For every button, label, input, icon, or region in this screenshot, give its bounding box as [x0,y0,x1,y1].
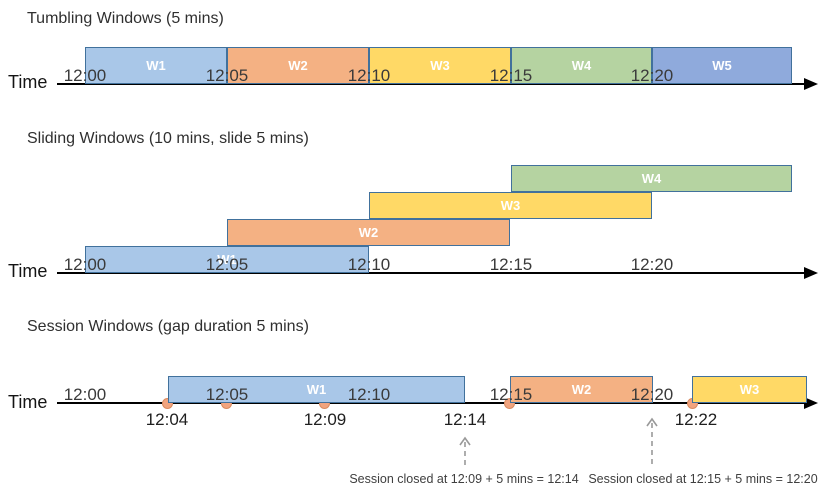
tumbling-window-w2-label: W2 [288,58,308,73]
sliding-time-axis-label: Time [8,261,48,281]
session-closed-annotation-1: Session closed at 12:09 + 5 mins = 12:14 [349,472,579,486]
sliding-tick-1215: 12:15 [489,255,533,274]
session-window-w3-label: W3 [739,382,760,397]
tumbling-tick-1210: 12:10 [347,66,391,85]
tumbling-timeline-arrowhead-icon [804,78,818,90]
session-window-w3: W3 [692,376,807,403]
tumbling-timeline [57,83,806,85]
sliding-window-w3-label: W3 [500,198,521,213]
sliding-window-w3: W3 [369,192,652,219]
sliding-tick-1205: 12:05 [205,255,249,274]
session-window-w1-label: W1 [306,382,327,397]
tumbling-window-w4: W4 [511,47,652,84]
tumbling-window-w4-label: W4 [571,58,592,73]
sliding-tick-1210: 12:10 [347,255,391,274]
tumbling-window-w5-label: W5 [712,58,732,73]
sliding-window-w4-label: W4 [641,171,662,186]
tumbling-time-axis-label: Time [8,72,48,92]
session-tick-1210: 12:10 [347,385,391,404]
sliding-window-w1-label: W1 [217,252,237,267]
tumbling-window-w1: W1 [85,47,227,84]
tumbling-tick-1220: 12:20 [630,66,674,85]
sliding-timeline-arrowhead-icon [804,267,818,279]
tumbling-tick-1200: 12:00 [63,66,107,85]
sliding-tick-1220: 12:20 [630,255,674,274]
session-time-axis-label: Time [8,392,48,412]
session-event-label-1204: 12:04 [145,410,189,429]
session-tick-1215: 12:15 [489,385,533,404]
event-dot-1215 [504,398,515,409]
sliding-section-title: Sliding Windows (10 mins, slide 5 mins) [27,130,309,147]
tumbling-tick-1205: 12:05 [205,66,249,85]
sliding-window-w2: W2 [227,219,510,246]
sliding-window-w1: W1 [85,246,369,273]
tumbling-window-w2: W2 [227,47,369,84]
tumbling-window-w3: W3 [369,47,511,84]
session-section-title: Session Windows (gap duration 5 mins) [27,318,309,335]
dashed-up-arrow-icon [646,417,658,464]
session-window-w2-label: W2 [571,382,592,397]
tumbling-window-w1-label: W1 [146,58,166,73]
tumbling-tick-1215: 12:15 [489,66,533,85]
event-dot-1204 [162,398,173,409]
sliding-window-w2-label: W2 [358,225,379,240]
sliding-tick-1200: 12:00 [63,255,107,274]
sliding-timeline [57,272,806,274]
tumbling-window-w3-label: W3 [430,58,450,73]
session-timeline [57,402,806,404]
session-timeline-arrowhead-icon [804,397,818,409]
session-closed-annotation-2: Session closed at 12:15 + 5 mins = 12:20 [588,472,818,486]
session-tick-1220: 12:20 [630,385,674,404]
session-window-w1: W1 [168,376,465,403]
tumbling-section-title: Tumbling Windows (5 mins) [27,10,224,27]
session-tick-1200: 12:00 [63,385,107,404]
tumbling-window-w5: W5 [652,47,792,84]
session-event-label-1209: 12:09 [303,410,347,429]
session-window-w2: W2 [510,376,653,403]
session-event-label-1214: 12:14 [443,410,487,429]
session-event-label-1222: 12:22 [674,410,718,429]
sliding-window-w4: W4 [511,165,792,192]
dashed-up-arrow-icon [459,436,471,465]
session-tick-1205: 12:05 [205,385,249,404]
